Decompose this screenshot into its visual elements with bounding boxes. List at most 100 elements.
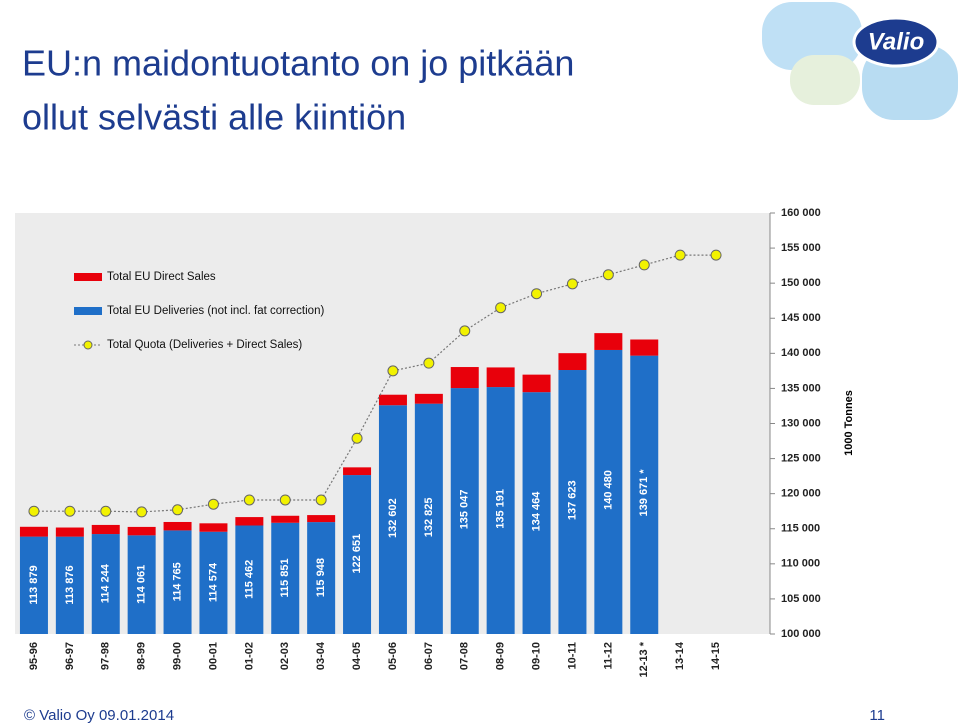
quota-point bbox=[423, 357, 435, 369]
data-label: 134 464 bbox=[530, 491, 542, 532]
data-label: 137 623 bbox=[566, 480, 578, 520]
quota-point bbox=[674, 249, 686, 261]
x-tick-label: 09-10 bbox=[530, 642, 542, 670]
logo: Valio bbox=[762, 2, 958, 120]
bar-direct-sales bbox=[55, 527, 84, 537]
footer: © Valio Oy 09.01.2014 bbox=[24, 707, 174, 724]
quota-point bbox=[207, 498, 219, 510]
bar-direct-sales bbox=[343, 467, 372, 476]
bar-deliveries bbox=[343, 475, 372, 634]
x-tick-label: 07-08 bbox=[459, 642, 471, 670]
logo-oval bbox=[852, 16, 940, 68]
y-tick-label: 130 000 bbox=[781, 417, 821, 429]
quota-point bbox=[279, 494, 291, 506]
bar-direct-sales bbox=[199, 523, 228, 532]
title-line: ollut selvästi alle kiintiön bbox=[22, 97, 406, 138]
quota-point bbox=[531, 288, 543, 300]
data-label: 113 879 bbox=[28, 565, 40, 604]
logo-shape bbox=[762, 2, 862, 70]
x-tick-label: 06-07 bbox=[423, 642, 435, 670]
bar-deliveries bbox=[307, 522, 336, 634]
quota-line bbox=[33, 254, 717, 513]
bar-deliveries bbox=[558, 370, 587, 634]
x-tick-label: 98-99 bbox=[136, 642, 148, 670]
legend-label: Total EU Deliveries (not incl. fat corre… bbox=[107, 305, 324, 317]
y-tick-label: 120 000 bbox=[781, 488, 821, 500]
data-label: 114 244 bbox=[100, 563, 112, 603]
bar-deliveries bbox=[630, 355, 659, 634]
bar-deliveries bbox=[55, 536, 84, 634]
quota-point bbox=[100, 505, 112, 517]
quota-point bbox=[351, 432, 363, 444]
y-tick-label: 115 000 bbox=[781, 523, 820, 535]
y-axis-label: 1000 Tonnes bbox=[843, 390, 855, 456]
bar-deliveries bbox=[594, 349, 623, 634]
bar-direct-sales bbox=[163, 521, 192, 531]
x-tick-label: 99-00 bbox=[171, 642, 183, 670]
y-tick-label: 100 000 bbox=[781, 628, 821, 640]
bar-direct-sales bbox=[630, 339, 659, 356]
page-number: 11 bbox=[869, 707, 885, 724]
quota-point bbox=[566, 278, 578, 290]
bar-direct-sales bbox=[378, 394, 407, 406]
x-tick-label: 97-98 bbox=[100, 642, 112, 670]
y-tick-label: 110 000 bbox=[781, 558, 820, 570]
bar-direct-sales bbox=[450, 367, 479, 389]
data-label: 135 047 bbox=[459, 490, 471, 530]
quota-point bbox=[387, 365, 399, 377]
x-tick-label: 13-14 bbox=[674, 641, 686, 670]
y-tick-label: 160 000 bbox=[781, 207, 821, 219]
y-tick-label: 140 000 bbox=[781, 347, 821, 359]
quota-point bbox=[243, 494, 255, 506]
bar-direct-sales bbox=[19, 526, 48, 537]
data-label: 114 574 bbox=[207, 562, 219, 602]
bar-deliveries bbox=[163, 530, 192, 634]
bar-direct-sales bbox=[271, 515, 300, 523]
bar-deliveries bbox=[414, 403, 443, 634]
data-label: 115 462 bbox=[243, 560, 255, 599]
data-label: 132 602 bbox=[387, 498, 399, 538]
quota-point bbox=[602, 269, 614, 281]
data-label: 114 765 bbox=[171, 562, 183, 601]
bar-deliveries bbox=[19, 536, 48, 634]
data-label: 139 671 * bbox=[638, 469, 650, 517]
bar-direct-sales bbox=[486, 367, 515, 388]
x-tick-label: 10-11 bbox=[566, 642, 578, 670]
x-tick-label: 05-06 bbox=[387, 642, 399, 670]
logo-text: Valio bbox=[868, 28, 924, 55]
y-tick-label: 150 000 bbox=[781, 277, 821, 289]
bar-direct-sales bbox=[235, 517, 264, 526]
x-tick-label: 95-96 bbox=[28, 642, 40, 670]
y-tick-label: 145 000 bbox=[781, 312, 821, 324]
bar-direct-sales bbox=[522, 374, 551, 393]
bar-deliveries bbox=[91, 534, 120, 634]
x-tick-label: 00-01 bbox=[207, 642, 219, 670]
legend-label: Total Quota (Deliveries + Direct Sales) bbox=[107, 339, 302, 351]
legend-swatch bbox=[83, 340, 93, 350]
data-label: 135 191 bbox=[495, 489, 507, 529]
bar-deliveries bbox=[486, 387, 515, 634]
legend-swatch bbox=[74, 307, 102, 315]
bar-direct-sales bbox=[414, 393, 443, 404]
data-label: 113 876 bbox=[64, 565, 76, 604]
y-tick-label: 125 000 bbox=[781, 452, 821, 464]
quota-point bbox=[28, 505, 40, 517]
bar-deliveries bbox=[522, 392, 551, 634]
quota-point bbox=[172, 504, 184, 516]
quota-point bbox=[710, 249, 722, 261]
logo-shape bbox=[790, 55, 860, 105]
quota-point bbox=[495, 302, 507, 314]
x-tick-label: 08-09 bbox=[495, 642, 507, 670]
chart: 100 000 105 000 110 000 115 000 120 000 125 0… bbox=[19, 207, 855, 677]
bar-deliveries bbox=[450, 388, 479, 634]
quota-point bbox=[136, 506, 148, 518]
bar-direct-sales bbox=[558, 353, 587, 371]
bar-direct-sales bbox=[91, 524, 120, 535]
x-tick-label: 03-04 bbox=[315, 641, 327, 670]
bar-deliveries bbox=[235, 525, 264, 634]
quota-point bbox=[315, 494, 327, 506]
x-tick-label: 11-12 bbox=[602, 642, 614, 670]
x-tick-label: 14-15 bbox=[710, 642, 722, 670]
x-tick-label: 96-97 bbox=[64, 642, 76, 670]
